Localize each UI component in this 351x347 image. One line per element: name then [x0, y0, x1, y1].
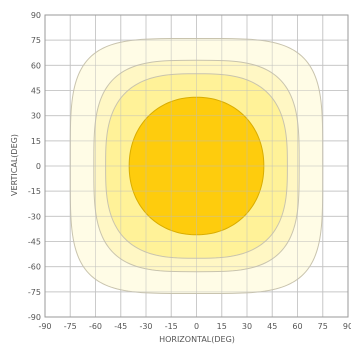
y-tick-label: -45	[28, 238, 41, 247]
y-tick-label: 15	[31, 137, 41, 146]
y-tick-label: 45	[31, 87, 41, 96]
y-tick-label: -15	[28, 187, 41, 196]
y-tick-label: -75	[28, 288, 41, 297]
plot-frame	[44, 14, 349, 318]
x-tick-label: -90	[38, 322, 51, 331]
y-tick-label: 0	[36, 162, 41, 171]
x-tick-label: -60	[89, 322, 102, 331]
x-tick-label: 30	[242, 322, 252, 331]
x-tick-label: 0	[194, 322, 199, 331]
intensity-contours	[44, 14, 349, 318]
intensity-contour-4	[128, 96, 265, 236]
y-axis-title: VERTICAL(DEG)	[10, 134, 19, 196]
x-tick-labels: -90 -75 -60 -45 -30 -15 0 15 30 45 60 75 90	[38, 322, 351, 331]
y-tick-label: -90	[28, 313, 41, 322]
x-tick-label: -75	[64, 322, 77, 331]
y-tick-label: 60	[31, 61, 41, 70]
y-tick-label: -60	[28, 263, 41, 272]
x-tick-label: 45	[267, 322, 277, 331]
y-tick-label: 75	[31, 36, 41, 45]
x-axis-title: HORIZONTAL(DEG)	[159, 335, 235, 344]
x-tick-label: 75	[318, 322, 328, 331]
x-tick-label: -15	[165, 322, 178, 331]
y-tick-label: 30	[31, 112, 41, 121]
y-tick-label: 90	[31, 11, 41, 20]
x-tick-label: 15	[217, 322, 227, 331]
y-tick-label: -30	[28, 212, 41, 221]
x-tick-label: 60	[292, 322, 302, 331]
plot-border	[44, 14, 349, 318]
x-tick-label: -45	[114, 322, 127, 331]
y-tick-labels: 90 75 60 45 30 15 0 -15 -30 -45 -60 -75 -90	[28, 11, 41, 322]
x-tick-label: -30	[139, 322, 152, 331]
x-tick-label: 90	[343, 322, 351, 331]
